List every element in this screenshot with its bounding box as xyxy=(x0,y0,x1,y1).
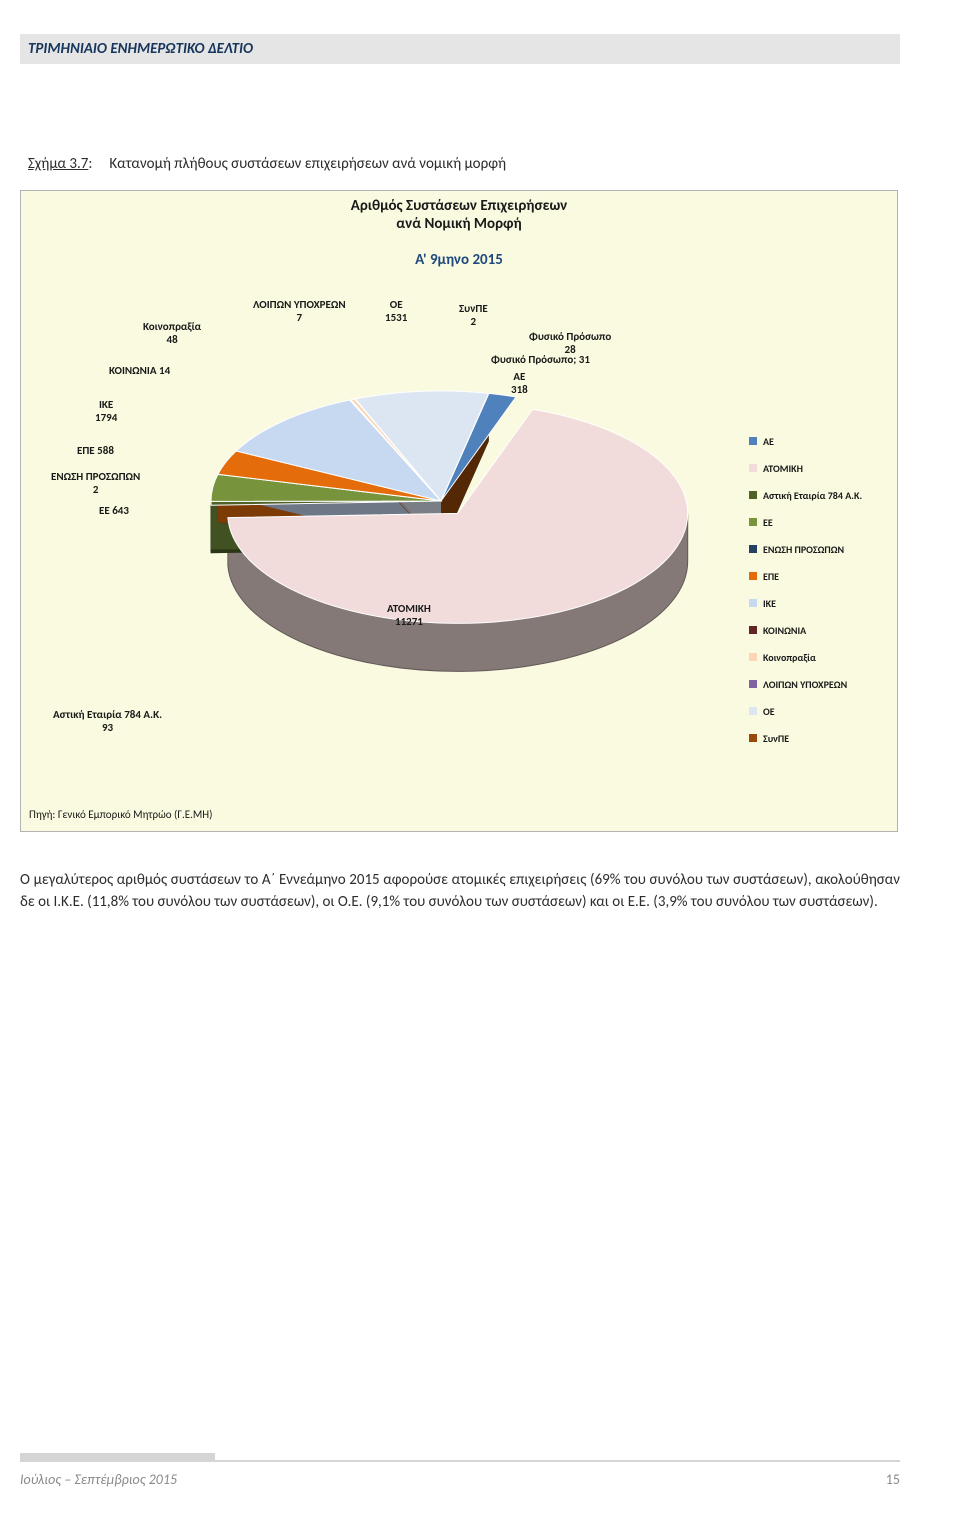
legend-label: ΑΤΟΜΙΚΗ xyxy=(763,462,803,475)
legend-swatch xyxy=(749,491,757,499)
legend-swatch xyxy=(749,437,757,445)
lbl-epe: ΕΠΕ 588 xyxy=(77,445,114,458)
legend-item: ΛΟΙΠΩΝ ΥΠΟΧΡΕΩΝ xyxy=(749,678,887,691)
lbl-loipon: ΛΟΙΠΩΝ ΥΠΟΧΡΕΩΝ7 xyxy=(253,299,346,324)
lbl-koinopraxia: Κοινοπραξία48 xyxy=(143,321,201,346)
legend-label: Κοινοπραξία xyxy=(763,651,816,664)
figure-caption: Σχήμα 3.7: Κατανομή πλήθους συστάσεων επ… xyxy=(28,155,506,173)
legend-swatch xyxy=(749,680,757,688)
legend-item: ΣυνΠΕ xyxy=(749,732,887,745)
figure-text: Κατανομή πλήθους συστάσεων επιχειρήσεων … xyxy=(109,155,506,173)
chart-title-2: ανά Νομική Μορφή xyxy=(21,215,897,233)
legend-label: ΣυνΠΕ xyxy=(763,732,789,745)
chart-source: Πηγή: Γενικό Εμπορικό Μητρώο (Γ.Ε.ΜΗ) xyxy=(29,808,212,821)
header-band: ΤΡΙΜΗΝΙΑΙΟ ΕΝΗΜΕΡΩΤΙΚΟ ΔΕΛΤΙΟ xyxy=(20,34,900,64)
footer-rule xyxy=(20,1453,215,1462)
legend-label: ΛΟΙΠΩΝ ΥΠΟΧΡΕΩΝ xyxy=(763,678,847,691)
legend-item: Αστική Εταιρία 784 Α.Κ. xyxy=(749,489,887,502)
legend-swatch xyxy=(749,653,757,661)
legend-item: ΟΕ xyxy=(749,705,887,718)
legend-label: ΚΟΙΝΩΝΙΑ xyxy=(763,624,806,637)
legend-swatch xyxy=(749,599,757,607)
chart-panel: Αριθμός Συστάσεων Επιχειρήσεων ανά Νομικ… xyxy=(20,190,898,832)
legend-swatch xyxy=(749,707,757,715)
legend-label: ΑΕ xyxy=(763,435,774,448)
legend-swatch xyxy=(749,626,757,634)
legend-item: ΙΚΕ xyxy=(749,597,887,610)
legend-label: ΕΕ xyxy=(763,516,773,529)
legend-swatch xyxy=(749,734,757,742)
lbl-enosi: ΕΝΩΣΗ ΠΡΟΣΩΠΩΝ2 xyxy=(51,471,140,496)
lbl-synpe: ΣυνΠΕ2 xyxy=(459,303,488,328)
footer-page: 15 xyxy=(886,1471,900,1488)
lbl-fysiko-b: Φυσικό Πρόσωπο; 31 xyxy=(491,354,590,367)
footer-range: Ιούλιος – Σεπτέμβριος 2015 xyxy=(20,1471,177,1488)
chart-title-1: Αριθμός Συστάσεων Επιχειρήσεων xyxy=(21,197,897,215)
legend-swatch xyxy=(749,518,757,526)
legend-item: ΑΤΟΜΙΚΗ xyxy=(749,462,887,475)
header-title: ΤΡΙΜΗΝΙΑΙΟ ΕΝΗΜΕΡΩΤΙΚΟ ΔΕΛΤΙΟ xyxy=(28,40,253,58)
legend-label: ΕΝΩΣΗ ΠΡΟΣΩΠΩΝ xyxy=(763,543,844,556)
legend-item: ΑΕ xyxy=(749,435,887,448)
lbl-ae: ΑΕ318 xyxy=(511,371,528,396)
legend-swatch xyxy=(749,545,757,553)
lbl-atomiki: ΑΤΟΜΙΚΗ11271 xyxy=(387,603,431,628)
lbl-astiki: Αστική Εταιρία 784 Α.Κ.93 xyxy=(53,709,162,734)
legend-label: ΙΚΕ xyxy=(763,597,776,610)
legend-label: Αστική Εταιρία 784 Α.Κ. xyxy=(763,489,862,502)
chart-period: Α' 9μηνο 2015 xyxy=(21,251,897,269)
lbl-oe: ΟΕ1531 xyxy=(385,299,407,324)
body-paragraph: Ο μεγαλύτερος αριθμός συστάσεων το Α΄ Εν… xyxy=(20,870,900,914)
lbl-ee: ΕΕ 643 xyxy=(99,505,129,518)
legend-item: ΕΝΩΣΗ ΠΡΟΣΩΠΩΝ xyxy=(749,543,887,556)
legend-item: ΚΟΙΝΩΝΙΑ xyxy=(749,624,887,637)
lbl-koinonia: ΚΟΙΝΩΝΙΑ 14 xyxy=(109,365,170,378)
legend-item: ΕΠΕ xyxy=(749,570,887,583)
legend-swatch xyxy=(749,464,757,472)
legend-item: Κοινοπραξία xyxy=(749,651,887,664)
legend-label: ΟΕ xyxy=(763,705,775,718)
pie-chart xyxy=(161,311,721,731)
legend-swatch xyxy=(749,572,757,580)
legend-item: ΕΕ xyxy=(749,516,887,529)
legend: ΑΕ ΑΤΟΜΙΚΗ Αστική Εταιρία 784 Α.Κ. ΕΕ ΕΝ… xyxy=(749,435,887,759)
legend-label: ΕΠΕ xyxy=(763,570,779,583)
lbl-ike: ΙΚΕ1794 xyxy=(95,399,117,424)
figure-label: Σχήμα 3.7 xyxy=(28,155,88,173)
